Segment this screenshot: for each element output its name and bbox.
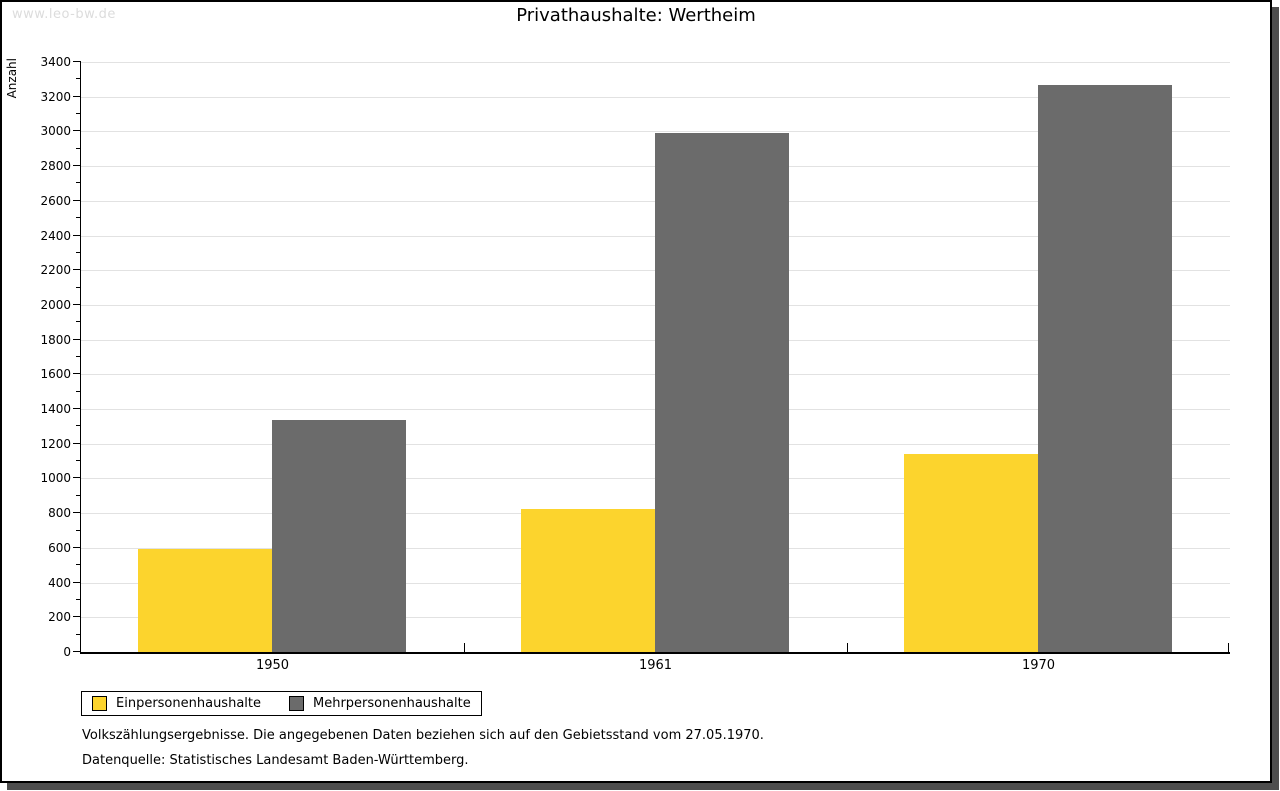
y-minor-tick-300 (76, 598, 81, 600)
bar-einpersonenhaushalte-1970 (904, 454, 1038, 652)
legend: Einpersonenhaushalte Mehrpersonenhaushal… (81, 691, 482, 716)
y-minor-tick-1300 (76, 425, 81, 427)
y-tick-label-1800: 1800 (40, 332, 71, 347)
y-tick-2400 (73, 234, 81, 236)
x-axis-end-tick (1228, 643, 1229, 652)
y-tick-2200 (73, 269, 81, 271)
y-tick-label-2800: 2800 (40, 159, 71, 174)
y-tick-label-0: 0 (63, 645, 71, 659)
y-tick-label-800: 800 (48, 506, 71, 521)
footnote-datenquelle: Datenquelle: Statistisches Landesamt Bad… (82, 753, 469, 768)
y-tick-label-2200: 2200 (40, 263, 71, 278)
y-tick-3000 (73, 130, 81, 132)
y-minor-tick-1500 (76, 390, 81, 392)
bar-mehrpersonenhaushalte-1950 (272, 420, 406, 652)
legend-label-mehrpersonenhaushalte: Mehrpersonenhaushalte (313, 696, 471, 711)
y-minor-tick-2900 (76, 147, 81, 149)
y-minor-tick-1100 (76, 460, 81, 462)
y-minor-tick-100 (76, 633, 81, 635)
y-minor-tick-2500 (76, 217, 81, 219)
y-tick-2800 (73, 165, 81, 167)
y-tick-label-3400: 3400 (40, 55, 71, 69)
y-tick-200 (73, 616, 81, 618)
y-tick-label-3000: 3000 (40, 124, 71, 139)
y-minor-tick-1700 (76, 356, 81, 357)
y-tick-label-400: 400 (48, 575, 71, 590)
y-minor-tick-2700 (76, 182, 81, 184)
y-tick-800 (73, 512, 81, 514)
chart-title: Privathaushalte: Wertheim (516, 5, 756, 26)
legend-label-einpersonenhaushalte: Einpersonenhaushalte (116, 696, 261, 711)
y-minor-tick-500 (76, 564, 81, 566)
x-axis-tick-2 (847, 643, 848, 652)
bar-mehrpersonenhaushalte-1970 (1038, 84, 1172, 652)
bar-mehrpersonenhaushalte-1961 (655, 133, 789, 652)
gridline-3400 (81, 62, 1230, 63)
x-category-label-1950: 1950 (255, 658, 290, 673)
y-tick-label-3200: 3200 (40, 89, 71, 104)
y-tick-1800 (73, 338, 81, 340)
y-tick-3400 (73, 61, 81, 62)
watermark: www.leo-bw.de (12, 7, 116, 22)
y-tick-label-600: 600 (48, 540, 71, 555)
y-tick-label-2400: 2400 (40, 228, 71, 243)
y-tick-2000 (73, 303, 81, 305)
plot-area: 0 200 400 600 800 1000 1200 1400 1600 1800 2000 220… (40, 55, 1230, 673)
y-tick-label-2000: 2000 (40, 297, 71, 312)
y-tick-1400 (73, 408, 81, 410)
gridline-3000 (81, 131, 1230, 133)
y-tick-label-1200: 1200 (40, 436, 71, 451)
x-category-label-1961: 1961 (638, 658, 673, 673)
footnote-gebietsstand: Volkszählungsergebnisse. Die angegebenen… (82, 728, 764, 743)
y-tick-label-2600: 2600 (40, 193, 71, 208)
y-tick-1000 (73, 477, 81, 479)
y-tick-400 (73, 581, 81, 583)
y-tick-0 (73, 651, 81, 652)
y-minor-tick-3100 (76, 113, 81, 115)
y-tick-600 (73, 546, 81, 548)
x-category-label-1970: 1970 (1021, 658, 1056, 673)
y-minor-tick-3300 (76, 78, 81, 80)
y-minor-tick-700 (76, 529, 81, 531)
y-tick-label-1000: 1000 (40, 471, 71, 486)
y-minor-tick-1900 (76, 321, 81, 323)
y-tick-label-200: 200 (48, 610, 71, 625)
legend-swatch-mehrpersonenhaushalte (289, 696, 304, 711)
y-minor-tick-2100 (76, 286, 81, 288)
y-tick-1200 (73, 442, 81, 444)
y-minor-tick-2300 (76, 251, 81, 253)
y-tick-1600 (73, 373, 81, 375)
bar-einpersonenhaushalte-1950 (138, 548, 272, 652)
y-tick-3200 (73, 95, 81, 97)
bar-einpersonenhaushalte-1961 (521, 508, 655, 652)
legend-swatch-einpersonenhaushalte (92, 696, 107, 711)
gridline-3200 (81, 96, 1230, 98)
y-tick-label-1400: 1400 (40, 402, 71, 417)
x-axis-tick-1 (464, 643, 465, 652)
y-tick-label-1600: 1600 (40, 367, 71, 382)
y-tick-2600 (73, 199, 81, 201)
y-minor-tick-900 (76, 494, 81, 496)
